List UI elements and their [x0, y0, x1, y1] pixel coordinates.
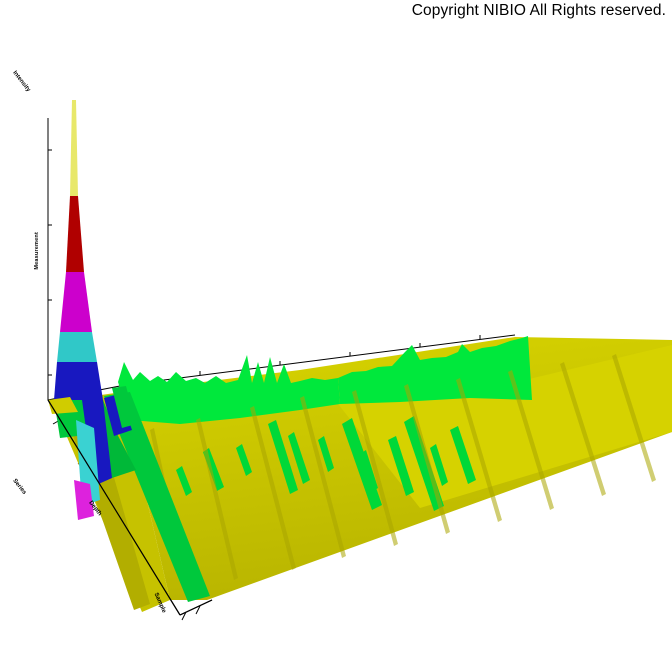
peak-face-magenta [74, 480, 94, 520]
peak-band-magenta [60, 272, 92, 332]
front-axis-overlay [47, 399, 213, 616]
surface-base-right [335, 345, 672, 508]
x-axis-tick [181, 611, 187, 621]
back-ridge-line [124, 334, 516, 386]
peak-band-blue [54, 362, 103, 400]
z-axis-title: Measurement [34, 232, 40, 270]
peak-band-cyan [57, 332, 97, 362]
peak-face-blue [82, 400, 112, 486]
peak-band-red [66, 196, 84, 272]
peak-front-face [74, 400, 136, 520]
x-axis-tick [195, 605, 201, 615]
left-flank-green [104, 392, 210, 602]
copyright-notice: Copyright NIBIO All Rights reserved. [411, 2, 666, 19]
secondary-peak-green [112, 386, 136, 428]
peak-band-tip [70, 100, 78, 196]
ridge-green-right [338, 336, 532, 404]
ridge-green-left [118, 355, 340, 424]
surface-body [48, 100, 672, 612]
left-base-sliver [48, 397, 78, 414]
dominant-peak [54, 100, 112, 438]
